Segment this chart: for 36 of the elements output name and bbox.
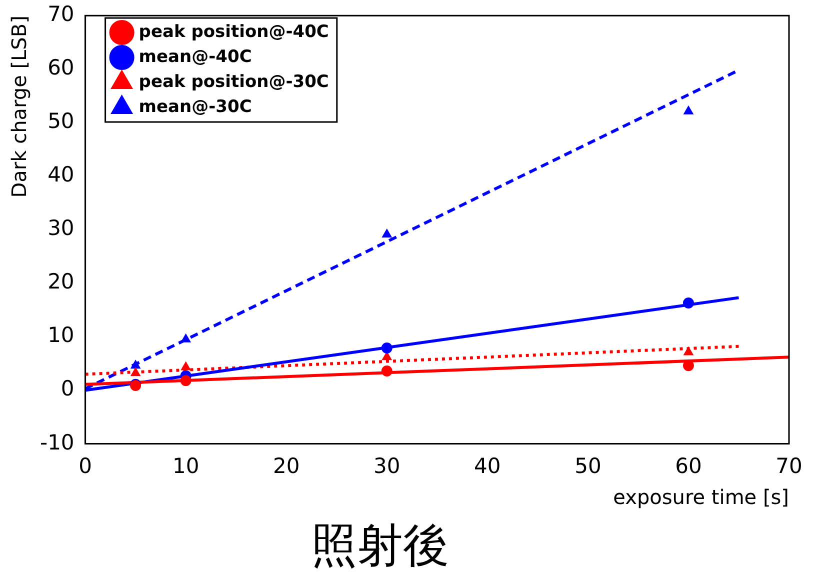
point: [684, 346, 694, 356]
point: [382, 229, 392, 238]
y-tick-label: 30: [48, 216, 74, 240]
legend-label: mean@-40C: [138, 46, 252, 67]
y-axis-title: Dark charge [LSB]: [7, 16, 32, 198]
legend-label: mean@-30C: [138, 96, 252, 117]
legend-label: peak position@-30C: [138, 72, 329, 92]
y-tick-label: 60: [48, 56, 74, 80]
x-tick-label: 10: [172, 454, 200, 478]
point: [382, 352, 392, 360]
y-tick-label: 10: [48, 323, 74, 348]
x-tick-label: 0: [78, 454, 92, 478]
x-tick-label: 70: [776, 454, 802, 478]
x-tick-label: 40: [474, 454, 501, 478]
point: [181, 362, 191, 370]
x-tick-label: 30: [374, 454, 400, 478]
y-tick-label: -10: [40, 430, 74, 454]
x-tick-label: 20: [272, 454, 300, 478]
y-tick-label: 50: [48, 109, 74, 134]
point: [381, 342, 392, 354]
y-tick-label: 70: [48, 2, 74, 26]
point: [684, 106, 694, 114]
legend-label: peak position@-40C: [138, 22, 329, 42]
x-tick-label: 50: [574, 454, 602, 478]
point: [130, 368, 140, 376]
point: [682, 298, 694, 309]
y-tick-label: 0: [60, 376, 74, 401]
text: 照射後: [311, 518, 449, 572]
y-tick-label: 20: [48, 270, 74, 294]
x-tick-label: 60: [675, 454, 702, 478]
point: [130, 360, 140, 369]
point: [181, 334, 191, 342]
y-tick-label: 40: [48, 162, 74, 187]
point: [381, 366, 392, 377]
point: [180, 375, 192, 386]
x-axis-title: exposure time [s]: [613, 485, 789, 510]
